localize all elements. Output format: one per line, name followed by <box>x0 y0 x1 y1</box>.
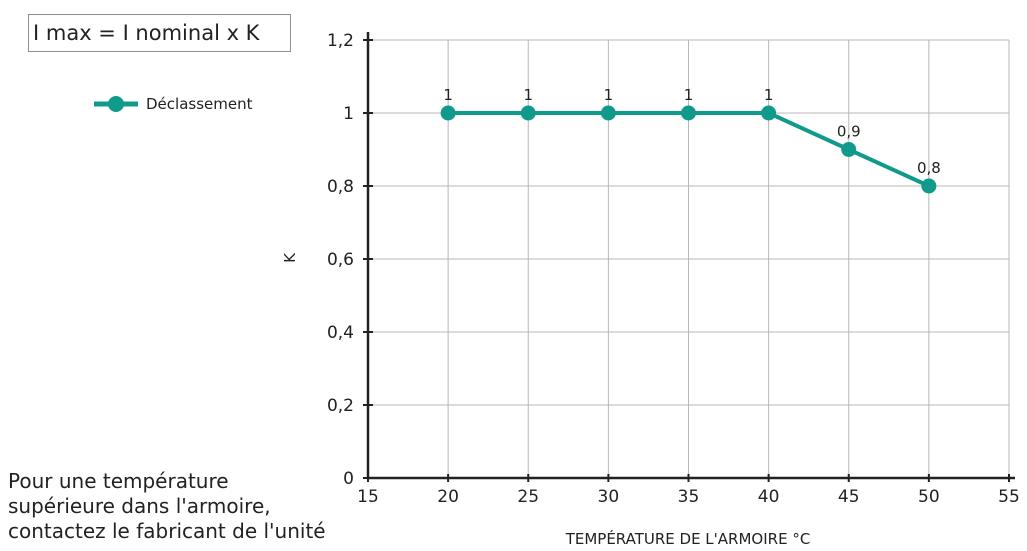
y-tick-label: 0 <box>343 469 354 489</box>
y-tick-label: 1,2 <box>327 31 354 51</box>
series-declassement: 1 1 1 1 1 0,9 0,8 <box>440 86 941 194</box>
y-tick-label: 0,2 <box>327 396 354 416</box>
x-tick-label: 45 <box>838 487 860 507</box>
data-label: 1 <box>604 86 614 104</box>
data-point <box>600 105 616 121</box>
x-tick-label: 30 <box>598 487 620 507</box>
data-label: 1 <box>443 86 453 104</box>
x-tick-label: 15 <box>357 487 379 507</box>
data-point <box>681 105 696 121</box>
y-axis-title: K <box>281 252 299 263</box>
data-point <box>921 178 937 194</box>
data-label: 1 <box>764 86 774 104</box>
y-axis-ticks: 0 0,2 0,4 0,6 0,8 1 1,2 <box>327 31 373 489</box>
y-tick-label: 0,4 <box>327 323 354 343</box>
x-tick-label: 40 <box>758 487 780 507</box>
x-axis-title: TEMPÉRATURE DE L'ARMOIRE °C <box>565 529 811 548</box>
axes <box>366 32 1015 480</box>
data-point <box>841 142 857 157</box>
x-tick-label: 35 <box>678 487 700 507</box>
data-point <box>440 105 456 121</box>
y-tick-label: 1 <box>343 104 354 124</box>
x-tick-label: 20 <box>437 487 459 507</box>
data-label: 1 <box>684 86 694 104</box>
legend-label: Déclassement <box>146 95 253 113</box>
note-line: contactez le fabricant de l'unité <box>8 519 326 543</box>
x-tick-label: 50 <box>918 487 940 507</box>
y-tick-label: 0,6 <box>327 250 354 270</box>
data-label: 1 <box>523 86 533 104</box>
formula-text: I max = I nominal x K <box>33 21 260 45</box>
legend: Déclassement <box>94 95 253 113</box>
legend-swatch-marker <box>108 96 124 112</box>
note-line: supérieure dans l'armoire, <box>8 494 271 518</box>
y-tick-label: 0,8 <box>327 177 354 197</box>
note-line: Pour une température <box>8 469 229 493</box>
x-tick-label: 25 <box>517 487 539 507</box>
data-point <box>761 105 777 121</box>
data-point <box>520 105 536 121</box>
x-tick-label: 55 <box>998 487 1020 507</box>
formula-box: I max = I nominal x K <box>28 14 291 52</box>
note-text: Pour une température supérieure dans l'a… <box>8 469 326 544</box>
data-label: 0,8 <box>917 159 941 177</box>
x-axis-ticks: 15 20 25 30 35 40 45 50 55 <box>357 474 1020 507</box>
data-label: 0,9 <box>837 123 861 141</box>
